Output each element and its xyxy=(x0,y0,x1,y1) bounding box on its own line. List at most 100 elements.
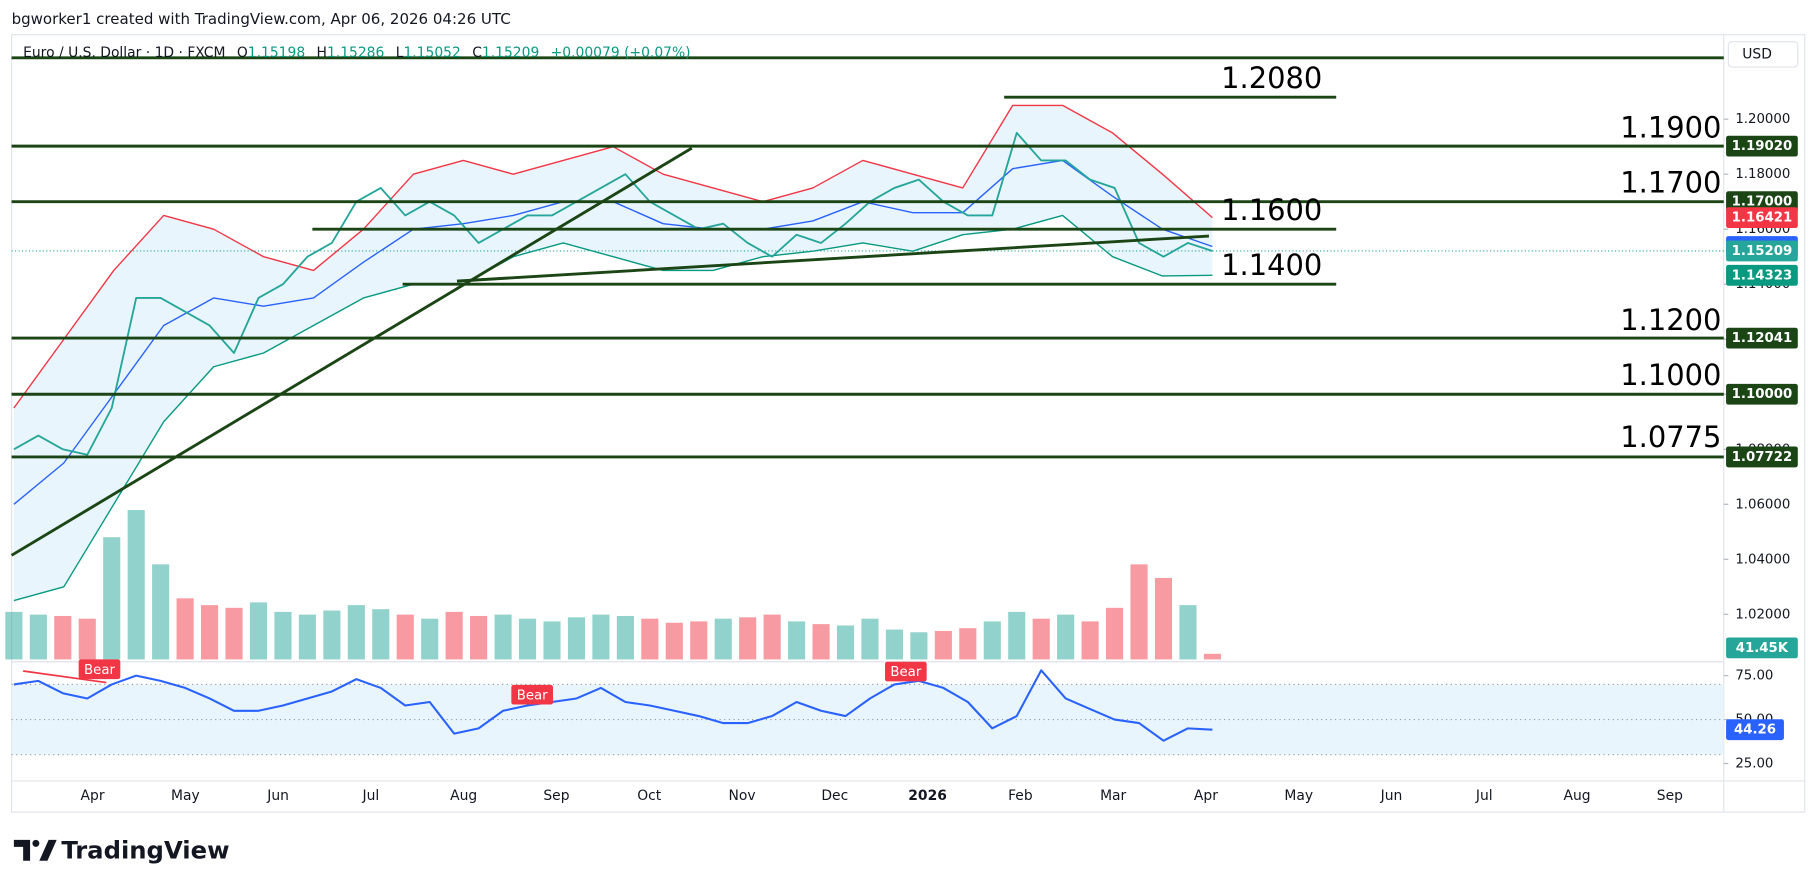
x-tick-label: May xyxy=(171,788,200,804)
volume-bar xyxy=(861,618,879,660)
logo: TradingView xyxy=(13,835,230,864)
currency[interactable]: USD xyxy=(1742,46,1772,62)
annotation: Bear xyxy=(517,688,548,703)
price-badge-label: 1.15209 xyxy=(1732,244,1793,259)
volume-bar xyxy=(372,609,390,660)
frame xyxy=(10,34,1806,813)
volume-bar xyxy=(201,605,219,660)
y-tick-label: 1.04000 xyxy=(1735,552,1790,567)
volume-bar xyxy=(127,510,145,660)
stat-label: L xyxy=(396,45,404,61)
annotation: Bear xyxy=(890,665,921,680)
x-tick-label: Aug xyxy=(450,788,477,804)
divergence-line xyxy=(23,670,107,684)
x-tick-label: Jun xyxy=(1380,788,1403,804)
stat-value: 1.15209 xyxy=(482,45,539,61)
volume-bar xyxy=(274,611,292,660)
y-tick-label: 1.02000 xyxy=(1735,607,1790,622)
volume-bar xyxy=(5,611,23,660)
volume-bar xyxy=(1130,564,1148,660)
price-badge-label: 1.12041 xyxy=(1732,331,1793,346)
volume-bar xyxy=(739,617,757,660)
price-badge xyxy=(1726,446,1798,468)
volume-bar xyxy=(176,598,194,660)
x-tick-label: Apr xyxy=(81,788,105,804)
volume-bar xyxy=(1008,611,1026,660)
volume-bar xyxy=(347,605,365,660)
annotation-box xyxy=(511,684,553,705)
volume-bar xyxy=(690,621,708,660)
volume-bar xyxy=(1106,607,1124,660)
logo-mark xyxy=(39,839,57,861)
volume-bar xyxy=(567,617,586,660)
rsi-tick-label: 25.00 xyxy=(1735,757,1773,772)
volume-bar xyxy=(641,618,659,660)
level-label: 1.1900 xyxy=(1620,110,1721,144)
x-tick-label: May xyxy=(1284,788,1313,804)
volume-bar xyxy=(983,621,1001,660)
x-tick-label: Nov xyxy=(728,788,755,804)
stat-value: 1.15052 xyxy=(403,45,460,61)
price-badge xyxy=(1726,191,1798,213)
x-tick-label: Jul xyxy=(362,788,380,804)
stat-label: H xyxy=(317,45,327,61)
price-badge xyxy=(1726,207,1798,229)
x-tick-label: Jul xyxy=(1475,788,1493,804)
volume-bar xyxy=(592,614,610,660)
rsi-tick-label: 75.00 xyxy=(1735,669,1773,684)
price-badge xyxy=(1726,240,1798,262)
trend-line xyxy=(10,146,693,557)
price-badge xyxy=(1726,383,1798,405)
rsi-badge-label: 44.26 xyxy=(1734,723,1776,738)
volume-bar xyxy=(616,615,634,660)
rsi-band xyxy=(11,684,1724,755)
x-tick-label: Apr xyxy=(1194,788,1218,804)
volume-bar xyxy=(249,602,268,660)
volume-bar xyxy=(29,614,47,660)
x-tick-label: Aug xyxy=(1564,788,1591,804)
logo-text: TradingView xyxy=(61,835,229,864)
rsi-badge xyxy=(1726,719,1784,741)
level-label: 1.1700 xyxy=(1620,165,1721,199)
logo-mark xyxy=(32,839,40,847)
x-tick-label: Sep xyxy=(543,788,569,804)
currency-button[interactable] xyxy=(1727,41,1799,68)
y-tick-label: 1.20000 xyxy=(1735,112,1790,127)
y-tick-label: 1.18000 xyxy=(1735,167,1790,182)
level-label: 1.1000 xyxy=(1620,358,1721,392)
stat-label: O xyxy=(237,45,248,61)
x-tick-label: Sep xyxy=(1657,788,1683,804)
volume-bar xyxy=(421,618,439,660)
volume-bar xyxy=(910,632,928,660)
volume-bar xyxy=(959,628,977,660)
x-tick-label: Jun xyxy=(266,788,289,804)
volume-bar xyxy=(518,618,537,660)
price-badge xyxy=(1726,135,1798,157)
price-badge xyxy=(1726,264,1798,286)
trend-line xyxy=(456,234,1210,283)
price-badge-label: 1.14323 xyxy=(1732,268,1793,283)
volume-bar xyxy=(812,624,830,660)
price-badge xyxy=(1726,327,1798,349)
annotation-box xyxy=(885,661,927,682)
volume-bar xyxy=(470,615,488,660)
volume-bar xyxy=(323,610,341,660)
volume-bar xyxy=(1179,605,1197,660)
x-tick-label: Mar xyxy=(1100,788,1126,804)
y-tick-label: 1.06000 xyxy=(1735,497,1790,512)
stat-value: 1.15286 xyxy=(327,45,384,61)
volume-bar xyxy=(1032,618,1050,660)
volume-badge xyxy=(1726,637,1798,659)
stat-label: C xyxy=(472,45,482,61)
volume-bar xyxy=(885,629,904,660)
x-tick-label: Oct xyxy=(637,788,662,804)
stat-value: 1.15198 xyxy=(248,45,305,61)
volume-bar xyxy=(714,618,732,660)
x-tick-label: Dec xyxy=(821,788,848,804)
volume-bar xyxy=(78,618,96,660)
price-badge-label: 1.10000 xyxy=(1732,387,1793,402)
price-badge-label: 1.07722 xyxy=(1732,450,1793,465)
level-label: 1.0775 xyxy=(1620,420,1721,454)
